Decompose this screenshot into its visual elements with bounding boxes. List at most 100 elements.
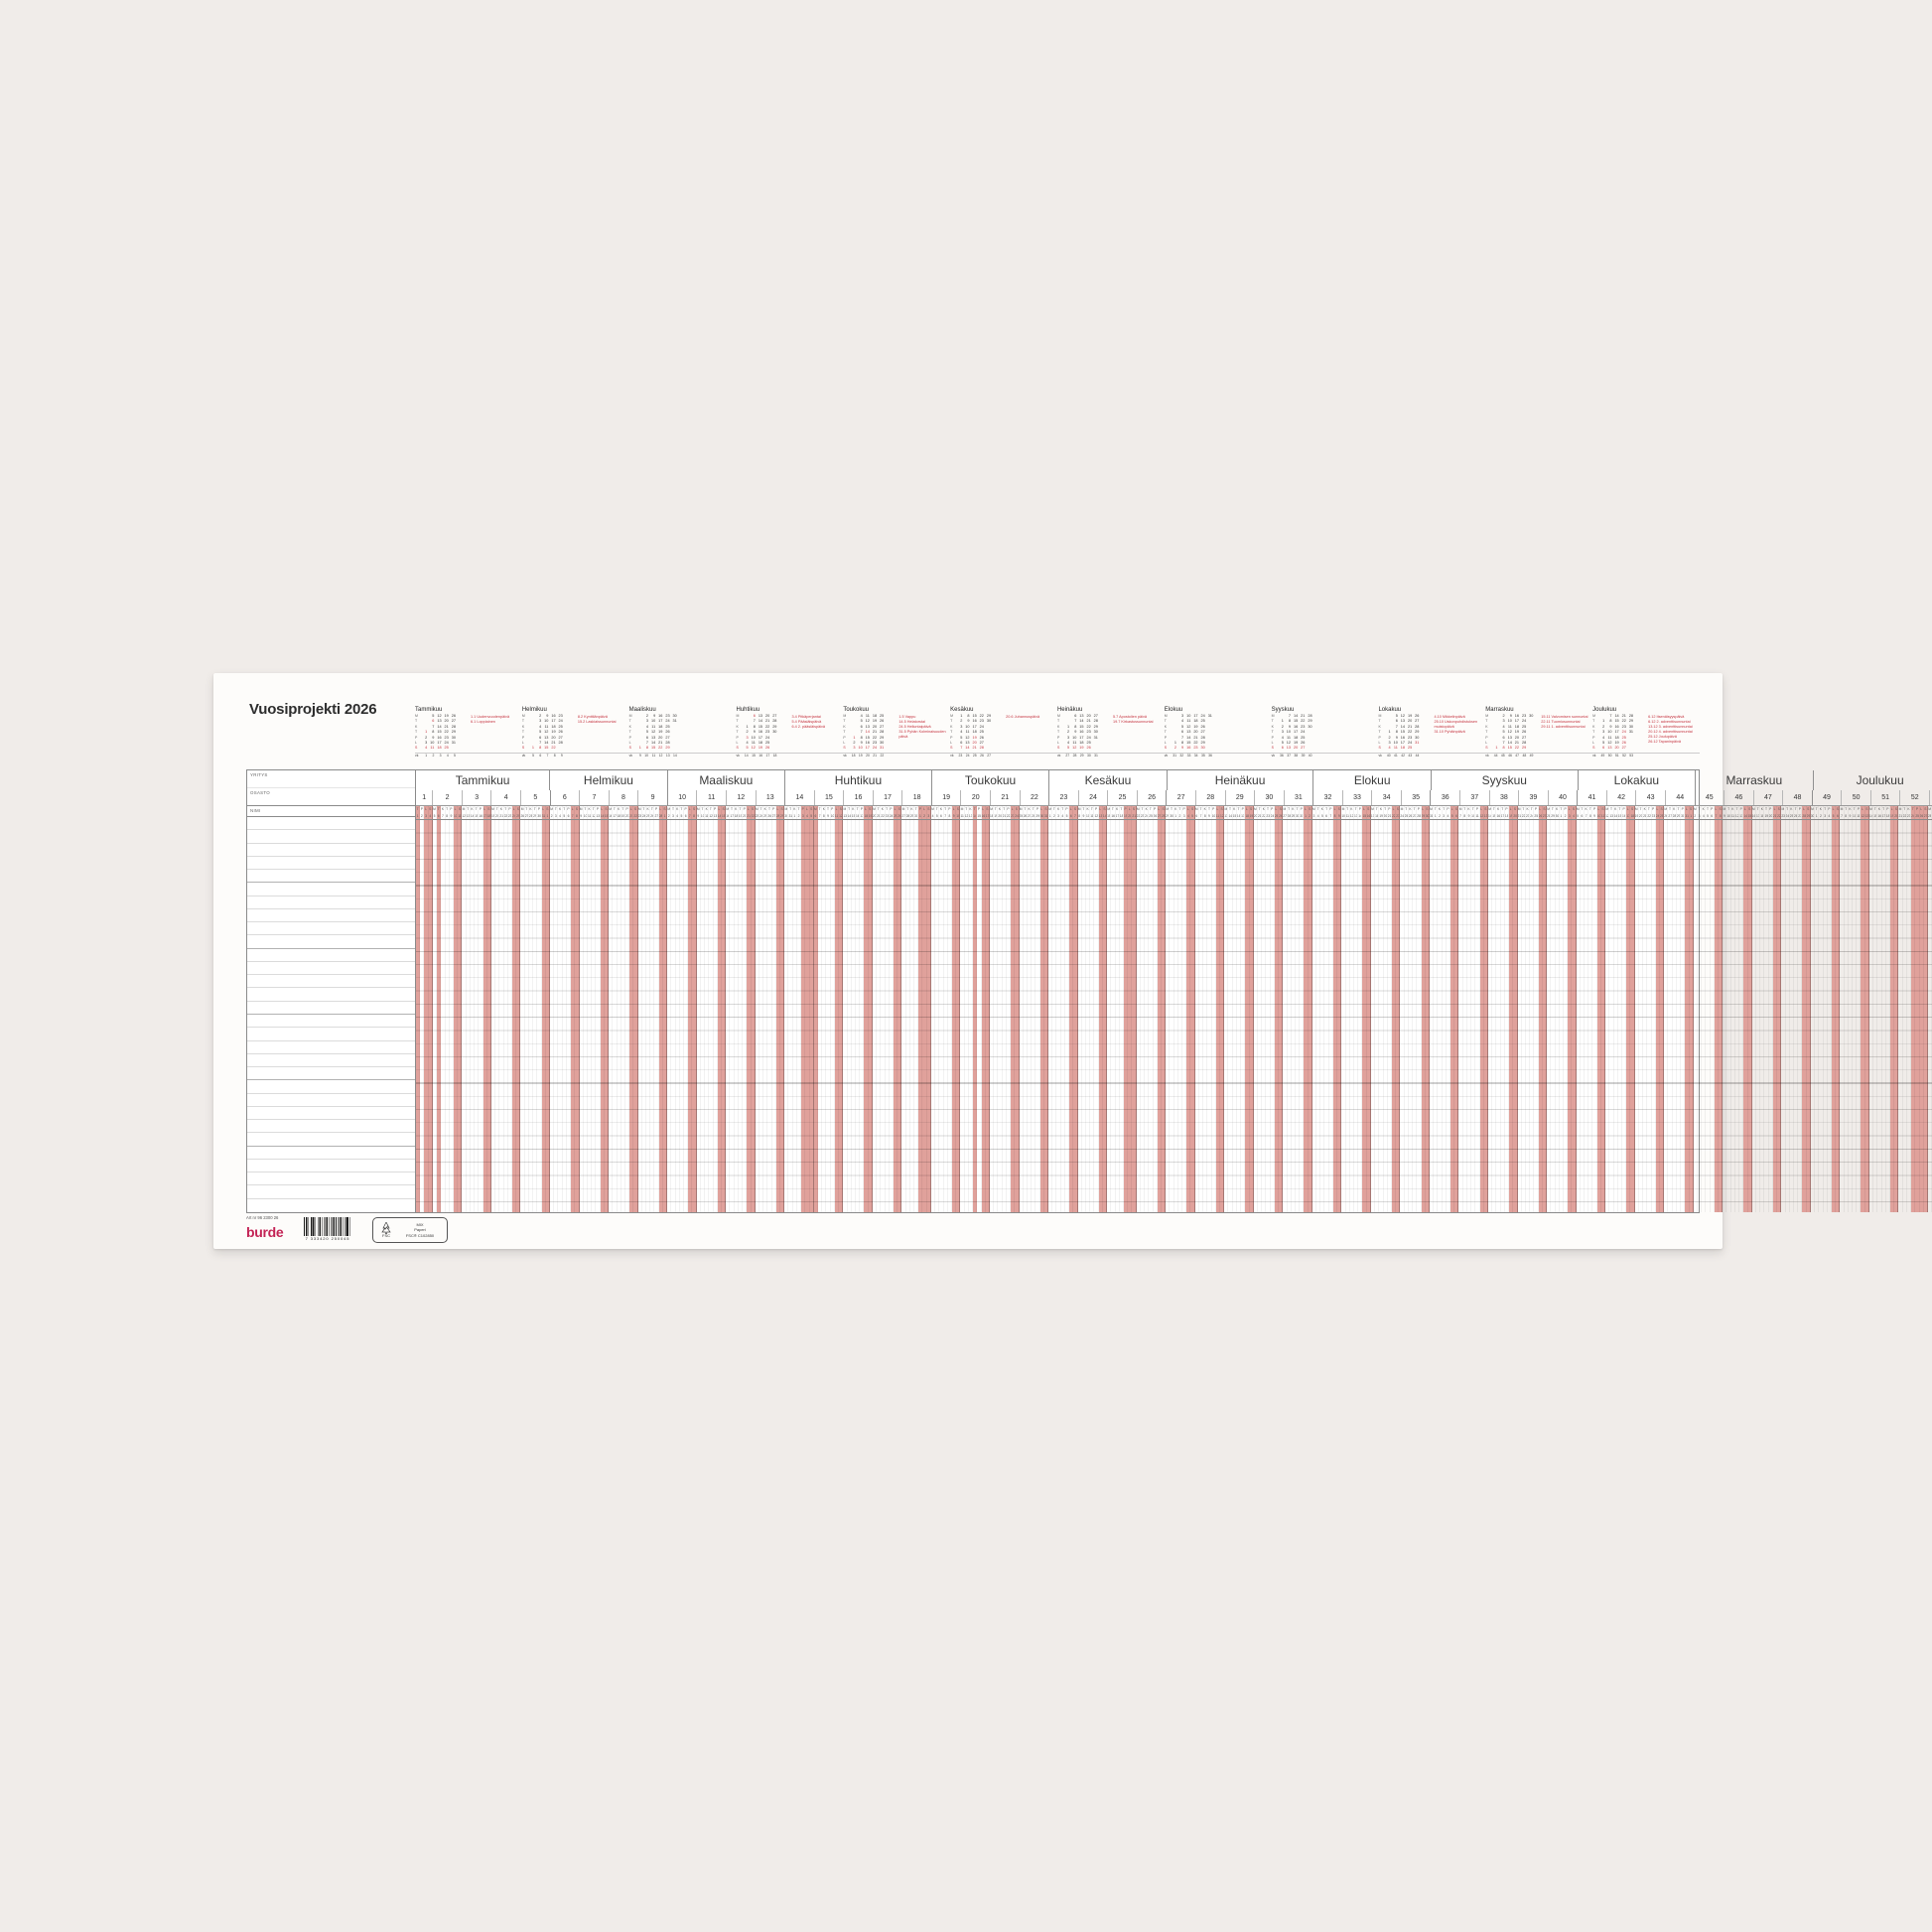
day-strip: S 17 [985, 806, 990, 1212]
week-number: 36 [1430, 790, 1459, 805]
day-strip: P 20 [625, 806, 630, 1212]
day-strip: S 19 [1249, 806, 1254, 1212]
left-panel-header: YRITYS OSASTO [247, 770, 415, 806]
day-letter: P [415, 735, 418, 740]
day-strip: S 27 [1542, 806, 1548, 1212]
day-letter: K [1592, 724, 1595, 729]
day-letter: M [1378, 714, 1382, 718]
week-number: 15 [813, 790, 844, 805]
day-strip: L 21 [1772, 806, 1778, 1212]
day-letter: P [1271, 735, 1274, 740]
project-row [247, 922, 415, 936]
day-letter: K [1164, 724, 1168, 729]
day-strip: T 24 [642, 806, 647, 1212]
day-letter: L [950, 740, 953, 745]
day-letter: T [843, 730, 846, 735]
week-number: 27 [1166, 790, 1195, 805]
day-strip: T 26 [650, 806, 655, 1212]
day-strip: S 29 [780, 806, 785, 1212]
week-row-label: vk [1378, 753, 1382, 758]
minical-holiday-notes: 1.1 Uudenvuodenpäivä 6.1 Loppiainen [471, 715, 518, 725]
minical-holiday-notes: 3.4 Pitkäperjantai 5.4 Pääsiäispäivä 6.4 2… [791, 715, 839, 730]
day-strip: T 17 [1501, 806, 1505, 1212]
day-strip: T 11 [1090, 806, 1095, 1212]
day-strip: M 21 [1518, 806, 1522, 1212]
day-strip: T 21 [877, 806, 882, 1212]
week-number: 3 [461, 790, 491, 805]
day-strip: K 21 [1643, 806, 1648, 1212]
day-strip: M 30 [784, 806, 789, 1212]
day-strip: S 10 [956, 806, 961, 1212]
day-letter: T [1056, 719, 1060, 724]
minical-month: Syyskuu M 7 14 21 28 T 1 8 15 22 29 K 2 9 16 23 30 T 3 10 17 2… [1271, 706, 1379, 767]
day-strip: K 11 [588, 806, 593, 1212]
day-strip: S 26 [1279, 806, 1284, 1212]
project-row [247, 1054, 415, 1068]
day-strip: M 31 [1430, 806, 1435, 1212]
week-number: 39 [1518, 790, 1548, 805]
day-letter: L [843, 740, 846, 745]
day-strip: K 12 [1350, 806, 1354, 1212]
day-strip: P 20 [743, 806, 748, 1212]
minical-month-name: Huhtikuu [736, 707, 760, 713]
fsc-paper: Paperi [414, 1227, 426, 1233]
day-strip: M 22 [1137, 806, 1141, 1212]
day-letter: T [1164, 730, 1167, 735]
minical-week-row: vk 9 10 11 12 13 14 [628, 752, 737, 759]
week-number: 5 [520, 790, 550, 805]
project-row [247, 883, 415, 897]
holiday-note: 25.10 Uskonpuhdistuksen muistopäivä [1434, 719, 1478, 729]
day-letter: S [1271, 746, 1274, 751]
day-letter: P [1485, 735, 1488, 740]
week-number: 34 [1371, 790, 1401, 805]
holiday-note: 3.4 Pitkäperjantai [791, 715, 821, 719]
day-strip: S 21 [1132, 806, 1137, 1212]
day-strip: P 27 [1798, 806, 1803, 1212]
project-row [247, 1080, 415, 1094]
day-strip: L 21 [747, 806, 752, 1212]
day-strip: P 13 [596, 806, 601, 1212]
day-strip: K 23 [1907, 806, 1912, 1212]
week-number: 22 [1019, 790, 1049, 805]
day-strip: T 12 [592, 806, 597, 1212]
day-strip: P 16 [1622, 806, 1627, 1212]
day-strip: S 28 [1161, 806, 1167, 1212]
minical-week-row: vk 40 41 42 43 44 [1378, 752, 1486, 759]
day-strip: T 24 [759, 806, 764, 1212]
day-strip: S 18 [486, 806, 491, 1212]
minical-month-name: Kesäkuu [950, 707, 974, 713]
grid-month-header: Maaliskuu [666, 770, 784, 790]
fsc-tree-icon [381, 1222, 391, 1234]
project-row [247, 1133, 415, 1147]
day-strip: T 23 [1141, 806, 1146, 1212]
day-letter: T [521, 719, 524, 724]
project-row [247, 1002, 415, 1016]
day-strip: L 26 [1538, 806, 1543, 1212]
day-strip: M 26 [1664, 806, 1669, 1212]
day-letter: P [950, 735, 953, 740]
day-strip: L 29 [1421, 806, 1426, 1212]
project-row [247, 1067, 415, 1081]
day-strip: T 20 [1384, 806, 1388, 1212]
day-strip: P 27 [654, 806, 659, 1212]
day-strip: L 25 [893, 806, 898, 1212]
